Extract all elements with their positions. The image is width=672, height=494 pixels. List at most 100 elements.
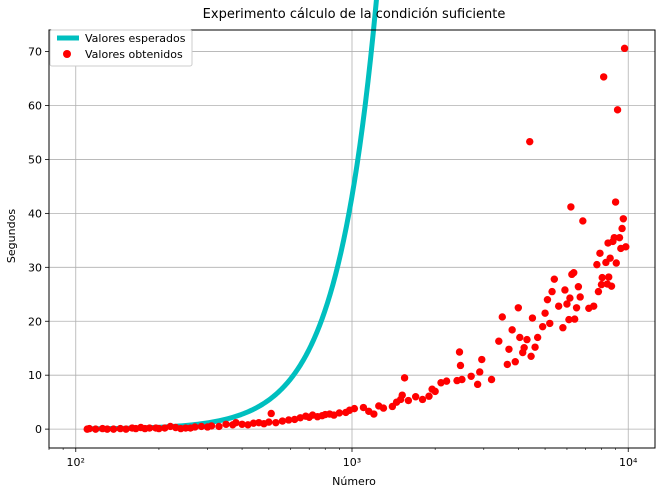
data-point <box>570 315 579 323</box>
data-point <box>265 418 273 426</box>
data-point <box>456 361 465 370</box>
data-point <box>458 375 466 384</box>
data-point <box>335 409 344 417</box>
data-point <box>478 355 486 364</box>
legend-label-expected-values: Valores esperados <box>85 32 186 45</box>
data-point <box>554 302 563 310</box>
data-point <box>244 421 252 429</box>
data-point <box>85 424 94 433</box>
data-point <box>379 404 388 412</box>
y-tick-label: 50 <box>28 153 42 166</box>
data-point <box>232 418 240 427</box>
data-point <box>574 283 583 291</box>
legend: Valores esperados Valores obtenidos <box>49 29 193 67</box>
data-point <box>543 295 552 304</box>
y-tick-label: 10 <box>28 369 42 382</box>
data-point <box>593 260 601 269</box>
data-point <box>249 419 258 427</box>
data-point <box>222 420 230 428</box>
data-point <box>267 409 275 418</box>
data-point <box>359 403 368 412</box>
data-point <box>398 391 406 399</box>
data-point <box>531 343 539 351</box>
x-tick-label: 10³ <box>343 456 361 469</box>
data-point <box>442 377 451 385</box>
data-point <box>109 425 118 433</box>
data-point <box>122 425 130 433</box>
y-tick-label: 40 <box>28 207 42 220</box>
data-point <box>533 333 542 342</box>
y-tick-label: 0 <box>35 423 42 436</box>
data-point <box>607 282 616 290</box>
data-point <box>514 304 523 312</box>
data-point <box>610 233 618 242</box>
y-tick-label: 20 <box>28 315 42 328</box>
data-point <box>615 233 624 242</box>
data-point <box>511 358 519 366</box>
data-point <box>594 287 603 296</box>
data-point <box>541 309 549 317</box>
data-point <box>278 417 287 425</box>
data-point <box>599 73 608 81</box>
data-point <box>437 379 445 387</box>
data-point <box>272 418 280 427</box>
data-point <box>215 422 223 431</box>
data-point <box>565 315 573 324</box>
y-axis-label: Segundos <box>5 209 18 263</box>
data-point <box>528 314 537 322</box>
data-point <box>596 249 604 257</box>
data-point <box>285 416 293 424</box>
obtained-values-points-layer <box>83 44 630 433</box>
data-point <box>495 337 503 345</box>
data-point <box>508 326 516 334</box>
data-point <box>516 333 524 342</box>
data-point <box>612 259 620 267</box>
x-axis-label: Número <box>332 475 376 488</box>
data-point <box>526 137 534 146</box>
data-point <box>579 217 587 225</box>
data-point <box>606 254 614 262</box>
data-point <box>563 300 571 308</box>
data-point <box>370 410 378 418</box>
data-point <box>561 286 569 294</box>
data-point <box>546 319 554 328</box>
data-point <box>619 215 628 223</box>
data-point <box>590 302 598 310</box>
data-point <box>191 423 199 431</box>
data-point <box>161 424 169 432</box>
data-point <box>473 380 482 389</box>
data-point <box>550 275 559 283</box>
data-point <box>290 415 299 424</box>
data-point <box>476 368 484 376</box>
data-point <box>613 106 622 114</box>
data-point <box>116 424 125 433</box>
data-point <box>103 425 111 433</box>
data-point <box>503 360 512 369</box>
data-point <box>505 345 513 353</box>
data-point <box>418 395 427 404</box>
data-point <box>487 375 496 384</box>
x-tick-label: 10² <box>67 456 85 469</box>
y-tick-label: 70 <box>28 46 42 59</box>
data-point <box>155 424 163 433</box>
data-point <box>611 198 620 206</box>
data-point <box>622 243 630 251</box>
y-axis-ticks: 0 10 20 30 40 50 60 70 <box>28 46 49 436</box>
data-point <box>618 224 626 233</box>
data-point <box>411 393 420 401</box>
data-point <box>238 420 246 428</box>
data-point <box>538 322 547 331</box>
data-point <box>400 374 409 382</box>
y-tick-label: 30 <box>28 261 42 274</box>
data-point <box>498 313 506 321</box>
y-tick-label: 60 <box>28 100 42 113</box>
data-point <box>197 422 206 431</box>
data-point <box>523 335 531 344</box>
data-point <box>598 273 606 282</box>
data-point <box>431 387 439 396</box>
data-point <box>520 343 528 352</box>
data-point <box>455 348 464 356</box>
data-point <box>145 424 154 432</box>
data-point <box>605 273 613 281</box>
